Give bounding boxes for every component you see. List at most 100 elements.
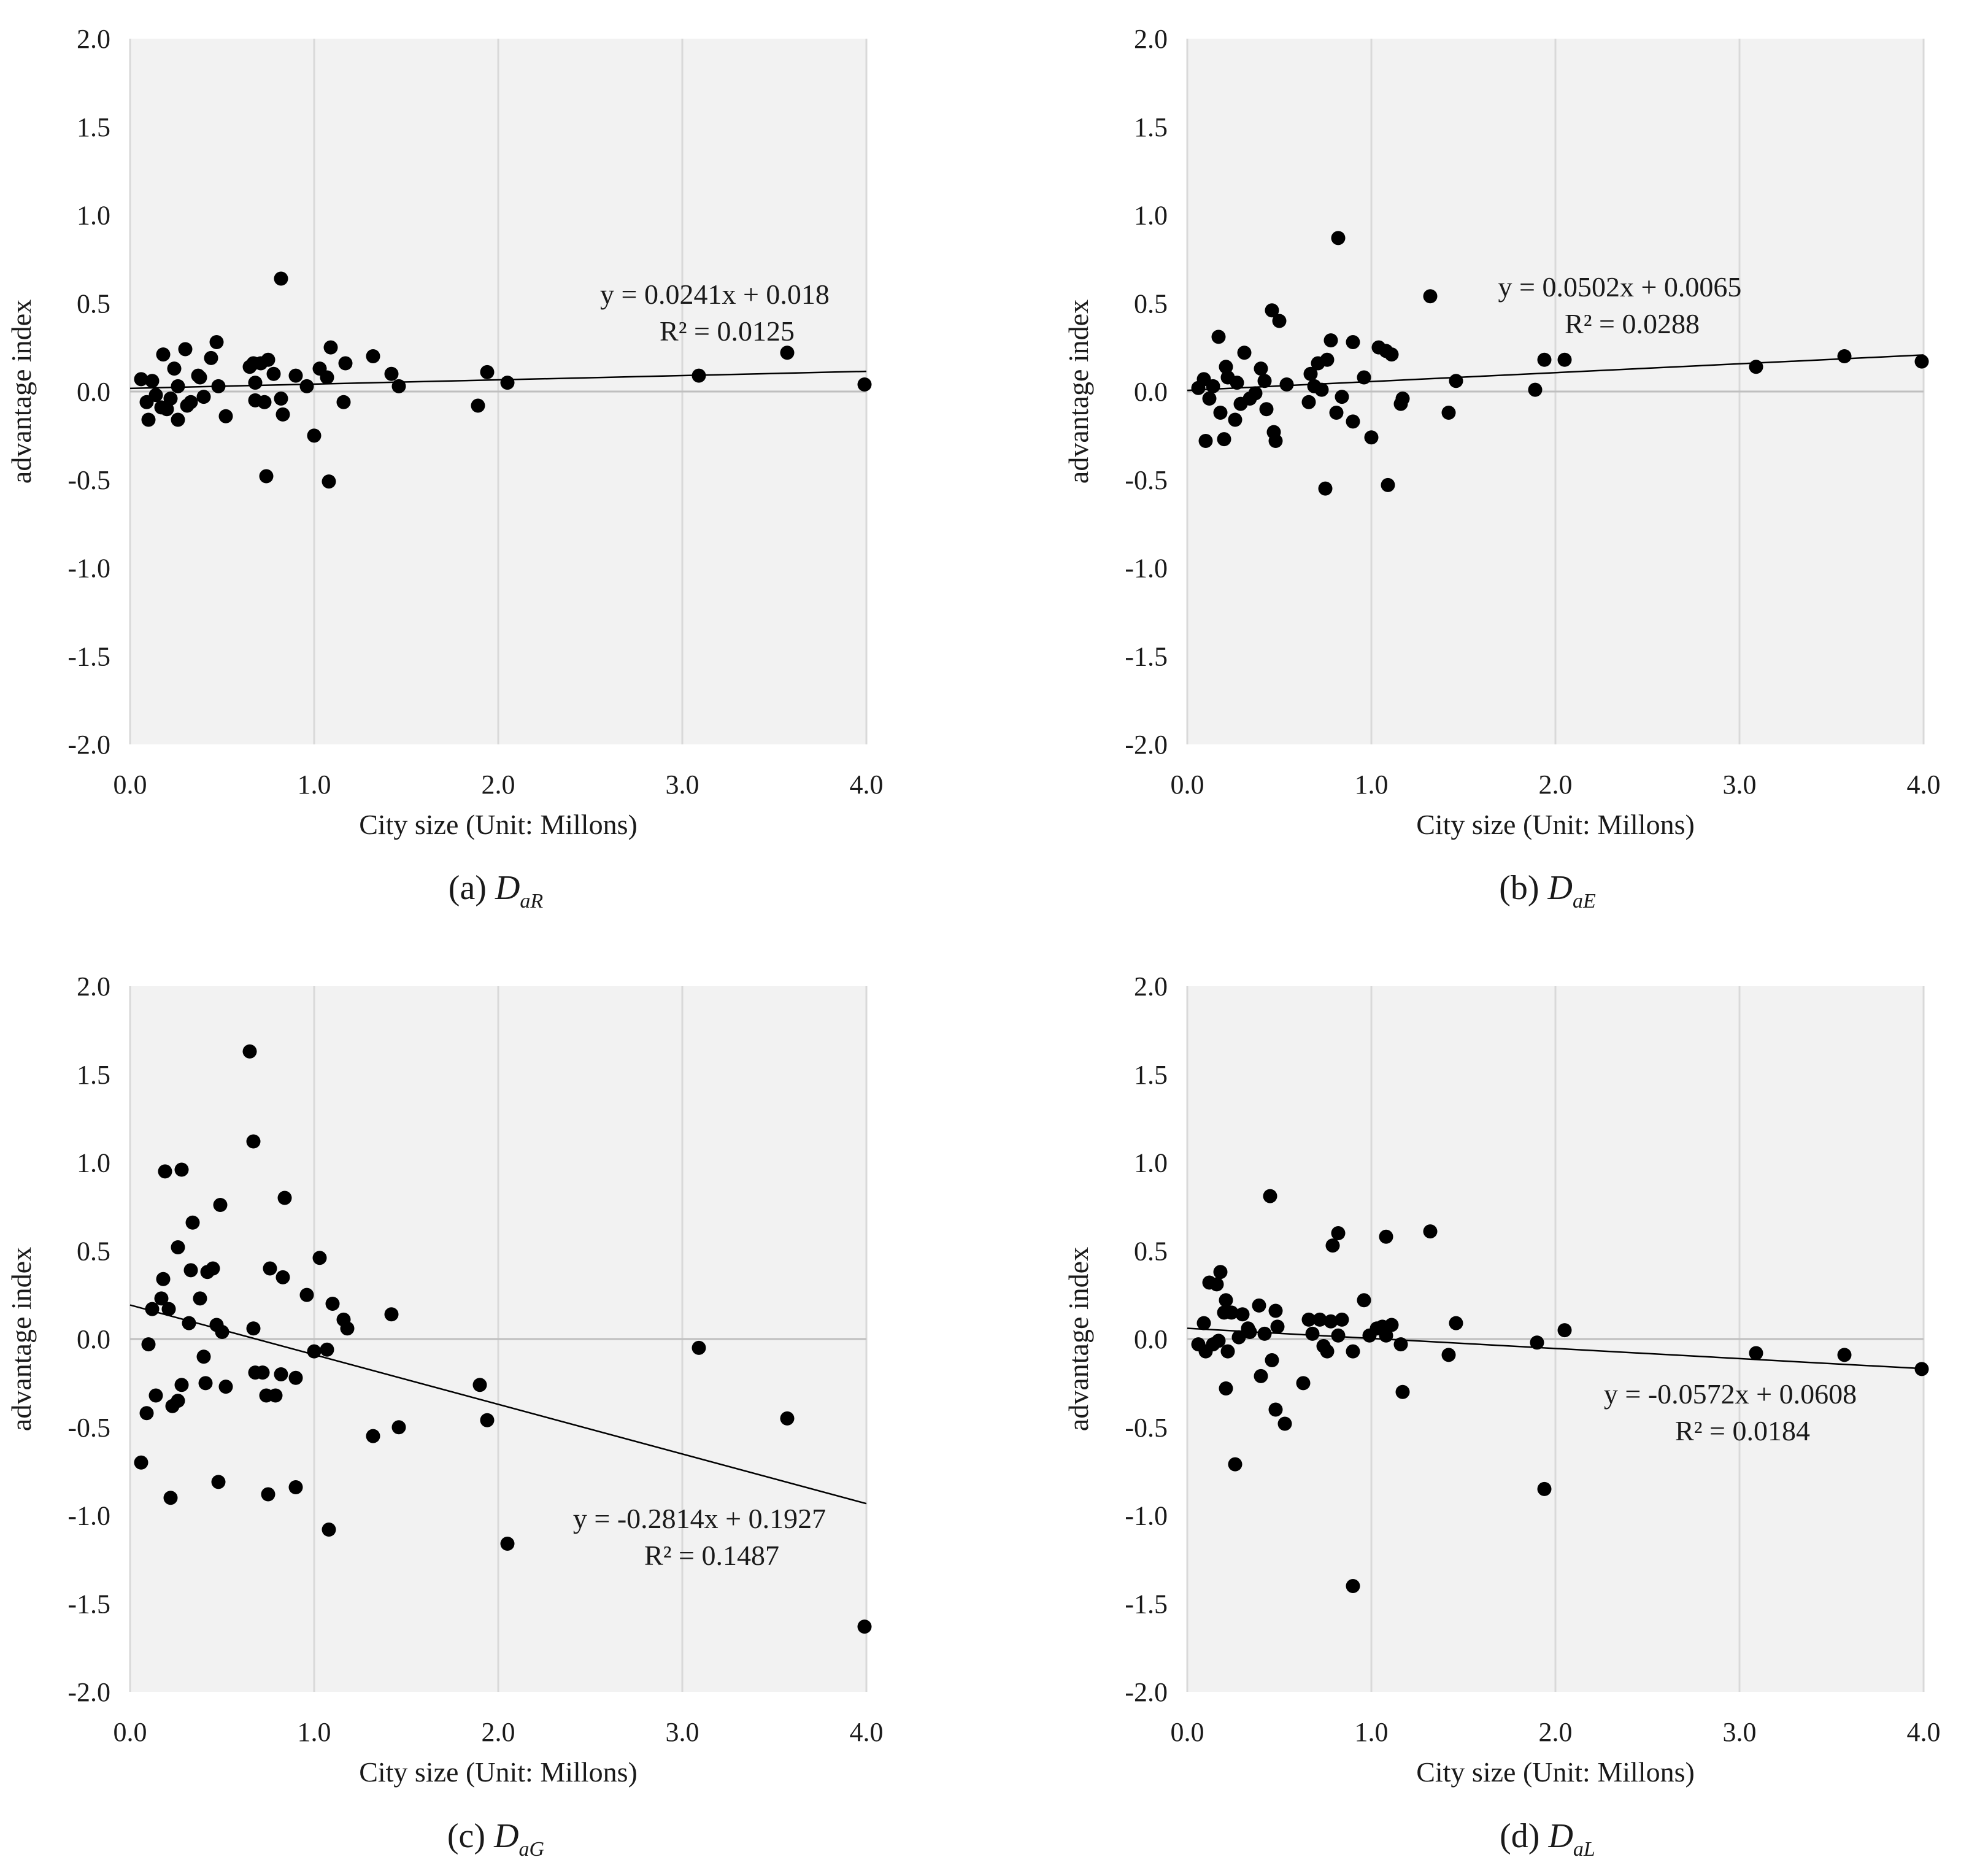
x-tick-label: 0.0 (1171, 770, 1204, 800)
caption-label: (c) (447, 1817, 494, 1855)
data-point (215, 1325, 229, 1339)
data-point (1211, 330, 1226, 344)
data-point (1331, 1226, 1346, 1240)
y-axis-title: advantage index (6, 299, 37, 484)
data-point (1537, 1481, 1552, 1496)
caption-variable: D (495, 869, 520, 907)
data-point (171, 1240, 185, 1254)
data-point (1557, 352, 1572, 367)
data-point (274, 271, 288, 286)
data-point (174, 1162, 189, 1177)
data-point (1228, 1457, 1242, 1472)
x-axis-title: City size (Unit: Millons) (1416, 809, 1695, 840)
data-point (274, 392, 288, 406)
panel-caption: (a) DaR (449, 869, 544, 913)
x-tick-label: 2.0 (1539, 770, 1573, 800)
data-point (1279, 377, 1294, 392)
data-point (263, 1261, 277, 1276)
data-point (248, 376, 263, 390)
x-tick-label: 0.0 (114, 770, 147, 800)
data-point (1219, 360, 1233, 374)
trendline-equation: y = 0.0241x + 0.018 (600, 279, 830, 310)
y-tick-label: -1.0 (67, 1501, 110, 1531)
y-tick-label: 2.0 (1134, 971, 1168, 1002)
data-point (1242, 1325, 1257, 1339)
data-point (171, 379, 185, 393)
data-point (340, 1321, 355, 1336)
data-point (183, 1263, 198, 1278)
x-tick-label: 1.0 (298, 770, 331, 800)
data-point (307, 1344, 322, 1359)
data-point (1219, 1381, 1233, 1395)
trendline-r-squared: R² = 0.1487 (644, 1540, 779, 1571)
x-tick-label: 4.0 (850, 1717, 884, 1747)
data-point (299, 1287, 314, 1302)
data-point (1270, 1319, 1285, 1334)
data-point (1395, 392, 1410, 406)
x-tick-label: 0.0 (1171, 1717, 1204, 1747)
data-point (139, 1406, 154, 1421)
data-point (1196, 1316, 1211, 1330)
y-tick-label: 0.0 (77, 1324, 110, 1354)
data-point (1272, 314, 1287, 328)
trendline (129, 1304, 867, 1505)
data-point (692, 368, 706, 383)
data-point (211, 379, 226, 393)
trendline-r-squared: R² = 0.0288 (1565, 308, 1700, 339)
data-point (171, 412, 185, 427)
data-point (275, 407, 290, 422)
data-point (1237, 345, 1252, 360)
data-point (274, 1367, 288, 1381)
data-point (1230, 376, 1244, 390)
data-point (472, 1378, 487, 1392)
data-point (167, 361, 182, 376)
data-point (312, 1251, 327, 1265)
caption-subscript: aL (1573, 1838, 1595, 1861)
y-tick-label: -2.0 (67, 730, 110, 760)
data-point (206, 1261, 220, 1276)
y-axis-title: advantage index (1063, 299, 1094, 484)
data-point (692, 1340, 706, 1355)
data-point (1325, 1238, 1340, 1253)
data-point (183, 395, 198, 409)
data-point (1329, 406, 1344, 420)
data-point (322, 474, 336, 489)
data-point (288, 1370, 303, 1385)
x-tick-label: 2.0 (1539, 1717, 1573, 1747)
data-point (366, 1429, 380, 1443)
data-point (213, 1198, 228, 1212)
caption-variable: D (493, 1817, 518, 1855)
y-tick-label: 0.0 (77, 377, 110, 407)
data-point (1277, 1416, 1292, 1431)
caption-label: (d) (1500, 1817, 1548, 1855)
data-point (1301, 1312, 1316, 1327)
data-point (257, 395, 272, 409)
data-point (198, 1376, 213, 1391)
data-point (1263, 1189, 1277, 1203)
data-point (1320, 1344, 1335, 1359)
y-tick-label: 0.0 (1134, 1324, 1168, 1354)
y-tick-label: 1.5 (77, 1060, 110, 1090)
data-point (141, 1337, 156, 1352)
y-tick-label: 2.0 (77, 24, 110, 54)
data-point (266, 366, 281, 381)
data-point (211, 1475, 226, 1489)
data-point (209, 335, 224, 349)
data-point (323, 340, 338, 355)
data-point (1265, 303, 1279, 318)
data-point (1449, 374, 1463, 388)
data-point (857, 1619, 872, 1634)
data-point (1530, 1335, 1544, 1350)
data-point (1749, 1346, 1763, 1361)
y-tick-label: -0.5 (1125, 465, 1168, 495)
y-tick-label: 0.5 (1134, 288, 1168, 318)
data-point (1528, 382, 1543, 397)
data-point (1228, 412, 1242, 427)
data-point (193, 370, 207, 385)
data-point (1335, 390, 1349, 404)
data-point (1259, 402, 1274, 417)
y-axis-title: advantage index (1063, 1247, 1094, 1431)
y-tick-label: -0.5 (1125, 1413, 1168, 1443)
data-point (163, 392, 178, 406)
